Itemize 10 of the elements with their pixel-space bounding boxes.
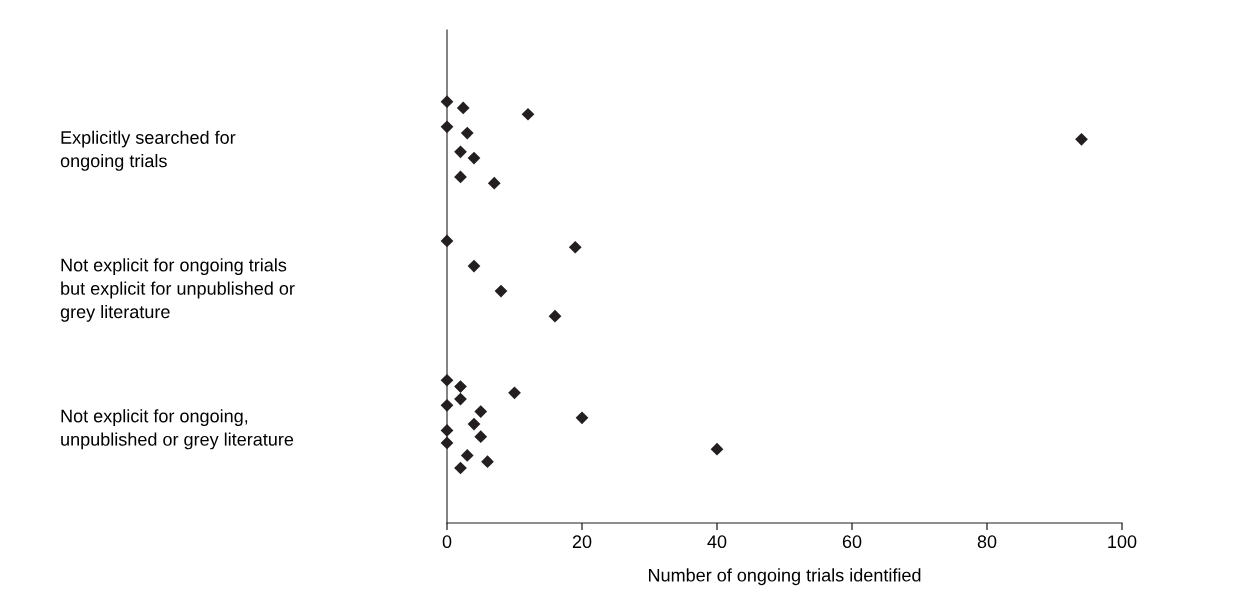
x-axis-title: Number of ongoing trials identified: [648, 568, 921, 586]
y-tick-label: Not explicit for ongoing, unpublished or grey literature: [61, 409, 294, 450]
x-tick-label: 40: [707, 535, 727, 549]
x-tick-label: 80: [977, 535, 997, 549]
x-tick-label: 20: [572, 535, 592, 549]
y-tick-label: Explicitly searched for ongoing trials: [60, 130, 236, 171]
x-tick-label: 100: [1108, 535, 1137, 549]
x-tick-label: 60: [842, 535, 862, 549]
x-tick-label: 0: [442, 535, 452, 549]
y-tick-label: Not explicit for ongoing trials but explicit for unpublished or grey literature: [60, 258, 295, 322]
